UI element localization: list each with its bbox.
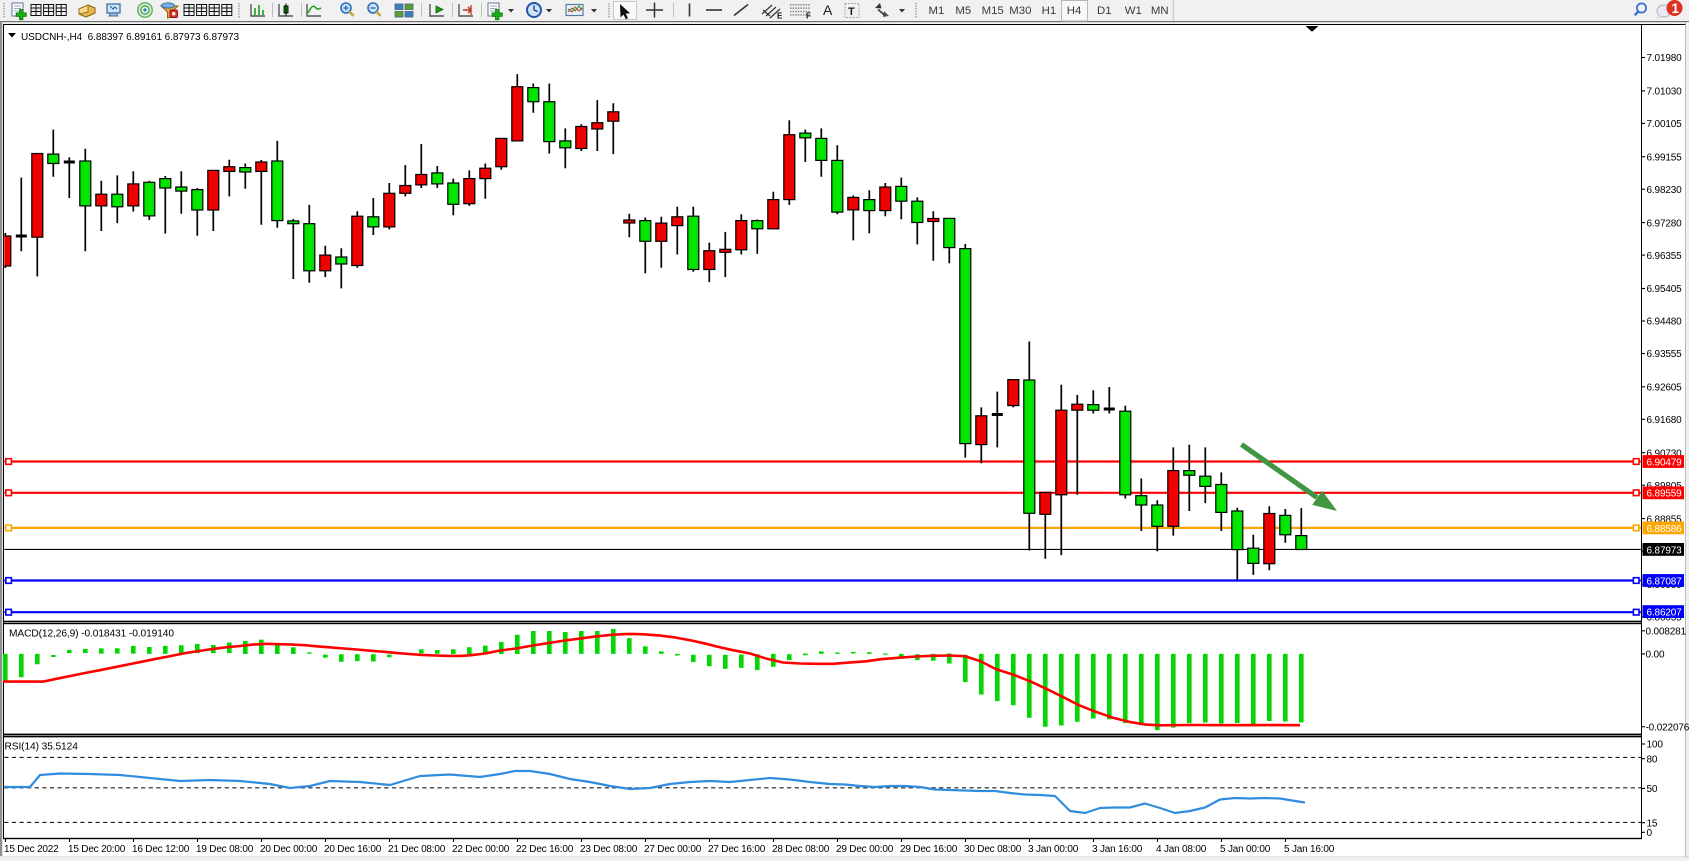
svg-text:A: A bbox=[823, 2, 833, 18]
svg-text:0: 0 bbox=[1647, 828, 1653, 839]
svg-text:RSI(14) 35.5124: RSI(14) 35.5124 bbox=[5, 742, 79, 753]
svg-text:6.91680: 6.91680 bbox=[1647, 415, 1683, 426]
svg-text:6.88586: 6.88586 bbox=[1647, 524, 1683, 535]
svg-text:W1: W1 bbox=[1125, 5, 1142, 17]
svg-text:5 Jan 16:00: 5 Jan 16:00 bbox=[1284, 844, 1335, 855]
svg-text:D1: D1 bbox=[1097, 5, 1112, 17]
svg-text:6.86055: 6.86055 bbox=[1647, 613, 1683, 624]
svg-text:6.90479: 6.90479 bbox=[1647, 457, 1683, 468]
svg-text:7.01030: 7.01030 bbox=[1647, 87, 1683, 98]
svg-text:80: 80 bbox=[1647, 754, 1658, 765]
svg-text:M1: M1 bbox=[929, 5, 945, 17]
svg-text:H4: H4 bbox=[1067, 5, 1082, 17]
svg-text:23 Dec 08:00: 23 Dec 08:00 bbox=[580, 844, 638, 855]
svg-text:100: 100 bbox=[1647, 740, 1664, 751]
svg-text:28 Dec 08:00: 28 Dec 08:00 bbox=[772, 844, 830, 855]
svg-text:3 Jan 00:00: 3 Jan 00:00 bbox=[1028, 844, 1079, 855]
svg-text:29 Dec 00:00: 29 Dec 00:00 bbox=[836, 844, 894, 855]
svg-text:6.99155: 6.99155 bbox=[1647, 152, 1683, 163]
svg-text:6.90730: 6.90730 bbox=[1647, 448, 1683, 459]
svg-text:6.87973: 6.87973 bbox=[1647, 545, 1683, 556]
svg-text:27 Dec 16:00: 27 Dec 16:00 bbox=[708, 844, 766, 855]
svg-text:15 Dec 2022: 15 Dec 2022 bbox=[4, 844, 59, 855]
svg-text:0.00: 0.00 bbox=[1646, 650, 1665, 661]
svg-text:M5: M5 bbox=[955, 5, 971, 17]
svg-text:22 Dec 00:00: 22 Dec 00:00 bbox=[452, 844, 510, 855]
svg-text:15: 15 bbox=[1647, 818, 1658, 829]
svg-text:6.98230: 6.98230 bbox=[1647, 185, 1683, 196]
svg-text:6.88855: 6.88855 bbox=[1647, 514, 1683, 525]
svg-text:50: 50 bbox=[1647, 784, 1658, 795]
svg-text:MN: MN bbox=[1151, 5, 1169, 17]
svg-text:6.87087: 6.87087 bbox=[1647, 576, 1683, 587]
svg-text:M15: M15 bbox=[982, 5, 1004, 17]
svg-text:T: T bbox=[848, 6, 855, 18]
svg-text:20 Dec 16:00: 20 Dec 16:00 bbox=[324, 844, 382, 855]
svg-text:H1: H1 bbox=[1042, 5, 1057, 17]
svg-text:16 Dec 12:00: 16 Dec 12:00 bbox=[132, 844, 190, 855]
svg-text:15 Dec 20:00: 15 Dec 20:00 bbox=[68, 844, 126, 855]
svg-text:1: 1 bbox=[1672, 1, 1680, 16]
svg-text:6.95405: 6.95405 bbox=[1647, 284, 1683, 295]
svg-text:6.94480: 6.94480 bbox=[1647, 317, 1683, 328]
svg-text:6.93555: 6.93555 bbox=[1647, 349, 1683, 360]
svg-text:19 Dec 08:00: 19 Dec 08:00 bbox=[196, 844, 254, 855]
svg-text:6.89559: 6.89559 bbox=[1647, 489, 1683, 500]
svg-text:7.01980: 7.01980 bbox=[1647, 53, 1683, 64]
svg-text:3 Jan 16:00: 3 Jan 16:00 bbox=[1092, 844, 1143, 855]
svg-text:5 Jan 00:00: 5 Jan 00:00 bbox=[1220, 844, 1271, 855]
svg-text:22 Dec 16:00: 22 Dec 16:00 bbox=[516, 844, 574, 855]
svg-text:F: F bbox=[806, 12, 811, 21]
svg-text:4 Jan 08:00: 4 Jan 08:00 bbox=[1156, 844, 1207, 855]
svg-text:29 Dec 16:00: 29 Dec 16:00 bbox=[900, 844, 958, 855]
svg-text:21 Dec 08:00: 21 Dec 08:00 bbox=[388, 844, 446, 855]
svg-text:M30: M30 bbox=[1009, 5, 1031, 17]
svg-text:MACD(12,26,9) -0.018431 -0.019: MACD(12,26,9) -0.018431 -0.019140 bbox=[9, 629, 174, 640]
svg-text:6.86207: 6.86207 bbox=[1647, 608, 1683, 619]
svg-text:6.97280: 6.97280 bbox=[1647, 218, 1683, 229]
svg-text:E: E bbox=[777, 12, 783, 21]
svg-text:6.92605: 6.92605 bbox=[1647, 383, 1683, 394]
svg-text:30 Dec 08:00: 30 Dec 08:00 bbox=[964, 844, 1022, 855]
svg-text:-0.022076: -0.022076 bbox=[1646, 722, 1689, 733]
svg-text:USDCNH-,H4 6.88397 6.89161 6.: USDCNH-,H4 6.88397 6.89161 6.87973 6.879… bbox=[21, 32, 239, 43]
svg-text:0.008281: 0.008281 bbox=[1646, 627, 1687, 638]
svg-text:6.96355: 6.96355 bbox=[1647, 251, 1683, 262]
svg-text:27 Dec 00:00: 27 Dec 00:00 bbox=[644, 844, 702, 855]
svg-text:7.00105: 7.00105 bbox=[1647, 119, 1683, 130]
svg-text:20 Dec 00:00: 20 Dec 00:00 bbox=[260, 844, 318, 855]
